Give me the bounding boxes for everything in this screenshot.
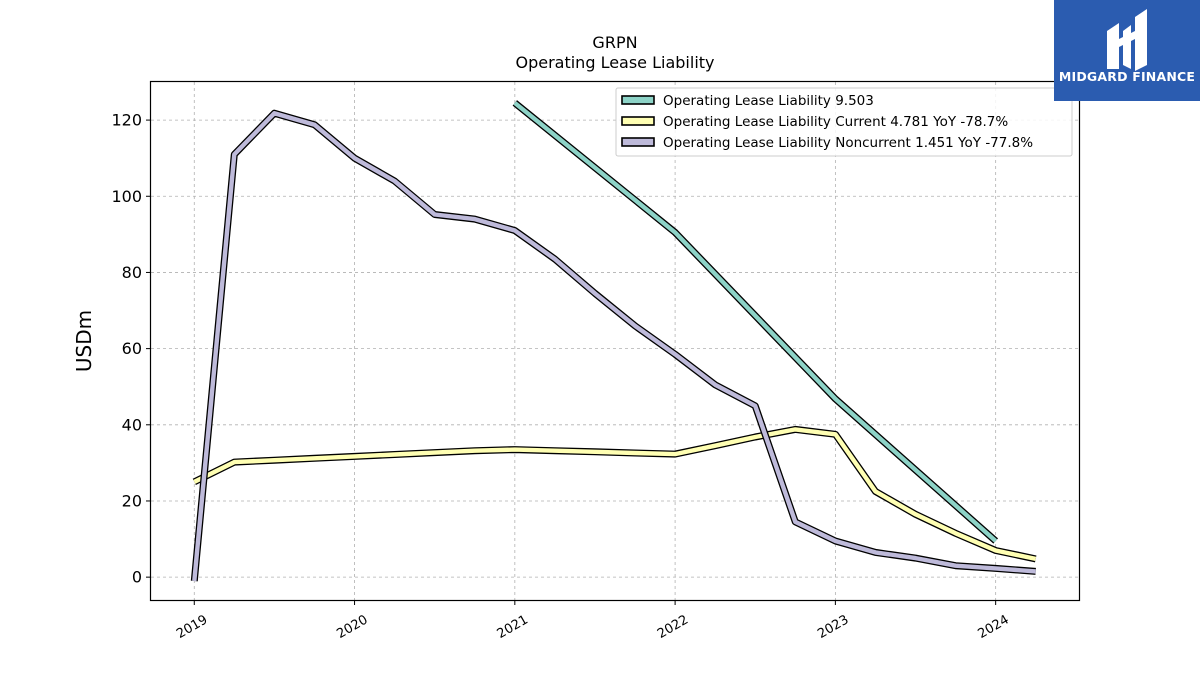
series-line [192,110,1036,582]
legend: Operating Lease Liability 9.503 Operating… [615,87,1073,157]
legend-entry: Operating Lease Liability 9.503 [663,93,874,109]
y-axis-label: USDm [72,310,96,372]
y-axis: 0 20 40 60 80 100 120 [111,111,151,587]
plot-frame [149,80,1081,602]
legend-swatch [621,137,655,147]
y-tick-label: 0 [132,568,142,587]
chart-subtitle: Operating Lease Liability [515,53,714,72]
x-tick-label: 2023 [815,612,851,642]
brand-name: MIDGARD FINANCE [1058,69,1196,84]
series-lines [190,100,1037,582]
series-1 [512,100,999,544]
brand-mark-icon [1107,9,1147,71]
series-3 [190,109,1036,582]
y-tick-label: 80 [122,263,142,282]
x-tick-label: 2022 [655,612,691,642]
legend-entry: Operating Lease Liability Current 4.781 … [663,114,1008,130]
y-tick-label: 120 [111,111,142,130]
x-tick-label: 2021 [495,612,531,642]
legend-swatch [621,116,655,126]
y-tick-label: 40 [122,415,142,434]
series-line-outline [192,425,1037,563]
grid [151,82,1079,600]
x-tick-label: 2020 [334,612,370,642]
y-tick-label: 60 [122,339,142,358]
chart-title: GRPN [592,33,637,52]
brand-logo: MIDGARD FINANCE [1054,0,1200,101]
series-line [193,427,1037,562]
legend-swatch [621,95,655,105]
series-line [513,101,998,543]
x-tick-label: 2024 [975,612,1011,642]
y-tick-label: 100 [111,187,142,206]
x-tick-label: 2019 [174,612,210,642]
series-2 [192,425,1037,563]
y-tick-label: 20 [122,491,142,510]
legend-entry: Operating Lease Liability Noncurrent 1.4… [663,135,1033,151]
legend-frame [615,87,1073,157]
x-axis: 2019 2020 2021 2022 2023 2024 [174,600,1012,642]
